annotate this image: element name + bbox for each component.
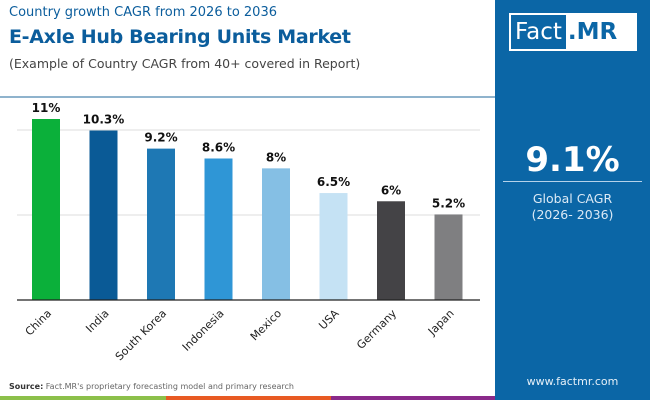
data-label: 11% [32, 101, 61, 115]
source-label: Source: [9, 382, 44, 391]
strip-orange [166, 396, 331, 400]
bar-usa [319, 193, 348, 300]
header-divider [0, 96, 495, 98]
summary-divider [503, 181, 642, 182]
data-label: 6% [381, 183, 401, 197]
bar-chart: 11% China 10.3% India 9.2% South Korea 8.6% Ind… [17, 101, 480, 363]
global-cagr-period: (2026- 2036) [531, 207, 614, 222]
global-cagr-value: 9.1% [525, 140, 620, 180]
strip-green [0, 396, 166, 400]
x-tick-label: Japan [425, 307, 457, 339]
x-tick-label: South Korea [113, 307, 169, 363]
x-tick-label: USA [316, 307, 342, 333]
bar-germany [377, 201, 405, 300]
chart-subtitle: Country growth CAGR from 2026 to 2036 [9, 5, 277, 20]
website-link[interactable]: www.factmr.com [526, 375, 619, 388]
factmr-logo: Fact .MR [509, 13, 637, 51]
logo-text-fact: Fact [511, 15, 566, 49]
x-tick-label: China [23, 307, 54, 338]
bar-indonesia [204, 158, 233, 300]
bar-mexico [262, 168, 290, 300]
data-label: 8.6% [202, 140, 235, 154]
data-label: 10.3% [83, 113, 125, 127]
strip-purple [331, 396, 495, 400]
x-tick-label: Germany [354, 307, 399, 352]
logo-text-mr: .MR [567, 19, 618, 45]
source-text: Fact.MR's proprietary forecasting model … [43, 382, 295, 391]
x-tick-label: Indonesia [180, 307, 227, 354]
chart-title: E-Axle Hub Bearing Units Market [9, 26, 351, 48]
bar-china [32, 119, 60, 300]
summary-panel: Fact .MR 9.1% Global CAGR (2026- 2036) w… [495, 0, 650, 400]
data-label: 8% [266, 150, 286, 164]
global-cagr-label: Global CAGR [532, 191, 613, 206]
data-label: 6.5% [317, 175, 350, 189]
bar-south-korea [147, 148, 175, 300]
x-tick-label: Mexico [248, 307, 285, 344]
data-label: 5.2% [432, 196, 465, 210]
bar-india [89, 130, 118, 300]
source-note: Source: Fact.MR's proprietary forecastin… [9, 382, 294, 391]
chart-note: (Example of Country CAGR from 40+ covere… [9, 56, 361, 71]
x-tick-label: India [83, 307, 111, 335]
bar-japan [434, 214, 463, 300]
data-label: 9.2% [144, 131, 177, 145]
